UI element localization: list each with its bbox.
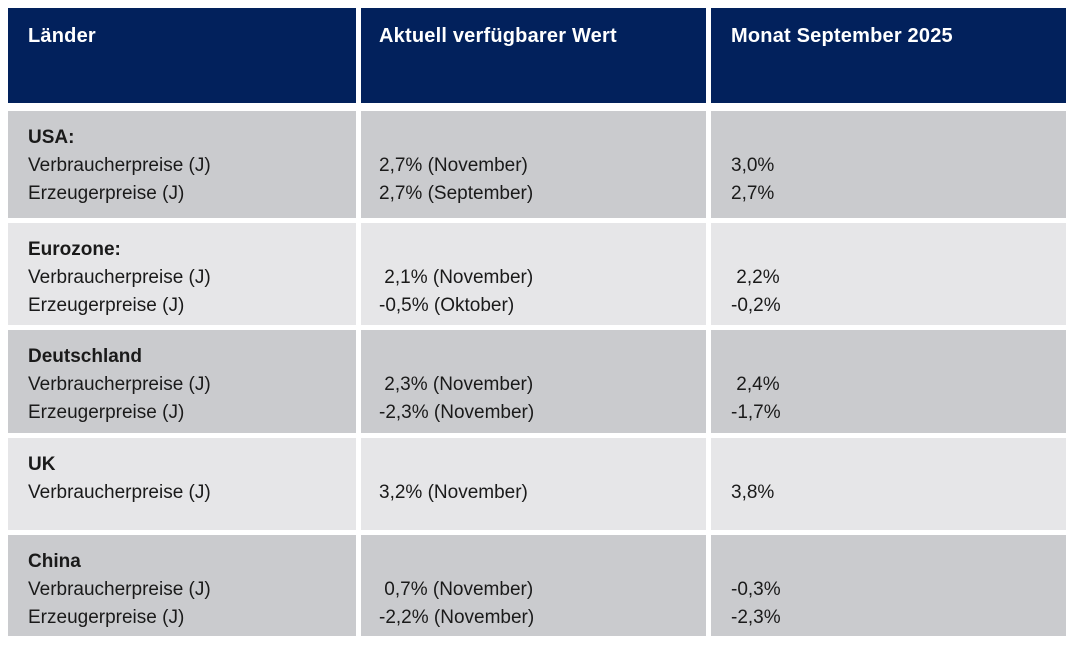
september-values: 2,4% -1,7% (731, 374, 781, 423)
table-row-uk: UK Verbraucherpreise (J) 3,2% (November)… (8, 438, 1066, 530)
cell-september-usa: 3,0% 2,7% (711, 111, 1066, 218)
country-name: Eurozone: (28, 239, 121, 260)
current-values: 2,3% (November) -2,3% (November) (379, 374, 535, 423)
header-cell-laender: Länder (8, 8, 356, 103)
cell-country-usa: USA: Verbraucherpreise (J) Erzeugerpreis… (8, 111, 356, 218)
indicator-labels: Verbraucherpreise (J) Erzeugerpreise (J) (28, 374, 211, 423)
indicator-labels: Verbraucherpreise (J) Erzeugerpreise (J) (28, 579, 211, 628)
current-values: 3,2% (November) (379, 482, 528, 503)
cell-country-uk: UK Verbraucherpreise (J) (8, 438, 356, 530)
country-name: USA: (28, 127, 75, 148)
header-cell-aktueller-wert: Aktuell verfügbarer Wert (361, 8, 706, 103)
table-header-row: Länder Aktuell verfügbarer Wert Monat Se… (8, 8, 1066, 103)
cell-country-deutschland: Deutschland Verbraucherpreise (J) Erzeug… (8, 330, 356, 433)
cell-september-deutschland: 2,4% -1,7% (711, 330, 1066, 433)
table-row-eurozone: Eurozone: Verbraucherpreise (J) Erzeuger… (8, 223, 1066, 325)
cell-current-value-uk: 3,2% (November) (361, 438, 706, 530)
cell-september-eurozone: 2,2% -0,2% (711, 223, 1066, 325)
cell-september-china: -0,3% -2,3% (711, 535, 1066, 636)
indicator-labels: Verbraucherpreise (J) Erzeugerpreise (J) (28, 267, 211, 316)
current-values: 0,7% (November) -2,2% (November) (379, 579, 535, 628)
current-values: 2,1% (November) -0,5% (Oktober) (379, 267, 534, 316)
september-values: 3,8% (731, 482, 775, 503)
cell-country-china: China Verbraucherpreise (J) Erzeugerprei… (8, 535, 356, 636)
table-row-deutschland: Deutschland Verbraucherpreise (J) Erzeug… (8, 330, 1066, 433)
current-values: 2,7% (November) 2,7% (September) (379, 155, 534, 204)
cell-current-value-china: 0,7% (November) -2,2% (November) (361, 535, 706, 636)
september-values: -0,3% -2,3% (731, 579, 781, 628)
cell-current-value-deutschland: 2,3% (November) -2,3% (November) (361, 330, 706, 433)
cell-current-value-eurozone: 2,1% (November) -0,5% (Oktober) (361, 223, 706, 325)
table-row-usa: USA: Verbraucherpreise (J) Erzeugerpreis… (8, 111, 1066, 218)
cell-september-uk: 3,8% (711, 438, 1066, 530)
country-name: Deutschland (28, 346, 143, 367)
cell-country-eurozone: Eurozone: Verbraucherpreise (J) Erzeuger… (8, 223, 356, 325)
country-name: UK (28, 454, 56, 475)
table-row-china: China Verbraucherpreise (J) Erzeugerprei… (8, 535, 1066, 636)
indicator-labels: Verbraucherpreise (J) (28, 482, 211, 503)
header-cell-monat-september: Monat September 2025 (711, 8, 1066, 103)
september-values: 3,0% 2,7% (731, 155, 775, 204)
cell-current-value-usa: 2,7% (November) 2,7% (September) (361, 111, 706, 218)
september-values: 2,2% -0,2% (731, 267, 781, 316)
country-name: China (28, 551, 81, 572)
indicator-labels: Verbraucherpreise (J) Erzeugerpreise (J) (28, 155, 211, 204)
inflation-data-table: Länder Aktuell verfügbarer Wert Monat Se… (8, 8, 1066, 641)
